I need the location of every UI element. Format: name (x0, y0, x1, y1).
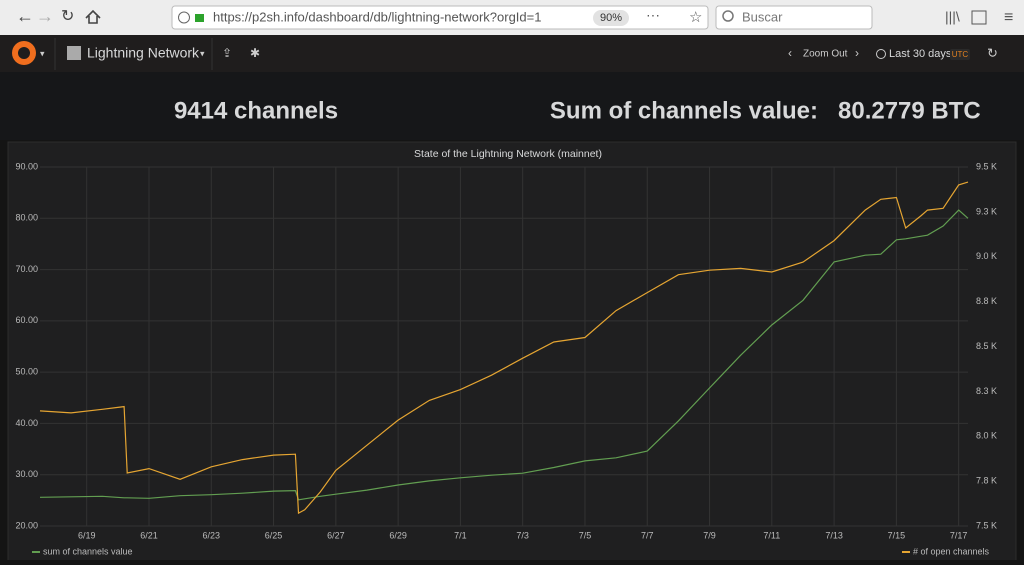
zoom-forward[interactable]: › (855, 46, 859, 60)
y2-tick-label: 8.0 K (976, 431, 997, 441)
plot: 20.00 30.00 40.00 50.00 60.00 70.00 80.00 90.00… (15, 161, 997, 556)
bookmark-star[interactable]: ☆ (689, 9, 702, 26)
x-tick-label: 7/3 (516, 530, 529, 540)
x-tick-label: 7/9 (703, 530, 716, 540)
zoom-level: 90% (600, 12, 622, 24)
y2-tick-label: 8.5 K (976, 341, 997, 351)
dashboard-title[interactable]: Lightning Network (87, 45, 200, 61)
tz-badge (950, 49, 970, 60)
title-caret: ▾ (200, 48, 205, 58)
dashboard-icon (67, 46, 81, 60)
page-actions[interactable]: ··· (646, 7, 660, 23)
zoom-badge[interactable] (593, 10, 629, 26)
y-tick-label: 90.00 (15, 161, 38, 171)
series-line (39, 209, 969, 501)
back-button[interactable]: ← (16, 6, 34, 26)
y-tick-label: 40.00 (15, 418, 38, 428)
sidebar-button[interactable] (971, 10, 987, 25)
url-bar[interactable] (171, 5, 709, 30)
x-tick-label: 7/15 (888, 530, 906, 540)
y-tick-label: 60.00 (15, 315, 38, 325)
library-button[interactable]: |||\ (945, 9, 960, 25)
x-tick-label: 6/21 (140, 530, 158, 540)
x-tick-label: 6/25 (265, 530, 283, 540)
info-icon[interactable] (178, 11, 190, 24)
home-button[interactable] (85, 9, 101, 24)
x-tick-label: 6/27 (327, 530, 345, 540)
x-tick-label: 6/23 (203, 530, 221, 540)
zoom-back[interactable]: ‹ (788, 46, 792, 60)
refresh-button[interactable]: ↻ (987, 45, 998, 60)
menu-button[interactable]: ≡ (1004, 9, 1013, 26)
x-tick-label: 7/13 (825, 530, 843, 540)
y2-tick-label: 8.8 K (976, 296, 997, 306)
share-button[interactable]: ⇪ (222, 46, 232, 60)
url-text: https://p2sh.info/dashboard/db/lightning… (213, 9, 541, 24)
reload-button[interactable]: ↻ (61, 8, 74, 25)
lock-icon (195, 14, 204, 22)
chart-title: State of the Lightning Network (mainnet) (414, 148, 602, 160)
y2-tick-label: 7.5 K (976, 520, 997, 530)
y-tick-label: 80.00 (15, 213, 38, 223)
settings-button[interactable]: ✱ (250, 46, 260, 60)
search-placeholder: Buscar (742, 9, 783, 24)
time-range[interactable]: Last 30 days (889, 48, 952, 60)
x-tick-label: 6/29 (389, 530, 407, 540)
grafana-logo-inner (18, 47, 30, 59)
x-tick-label: 7/17 (950, 530, 968, 540)
y-tick-label: 50.00 (15, 367, 38, 377)
sum-label: Sum of channels value: (550, 97, 818, 124)
x-tick-label: 6/19 (78, 530, 96, 540)
y2-tick-label: 9.0 K (976, 251, 997, 261)
y-tick-label: 70.00 (15, 264, 38, 274)
y2-tick-label: 9.3 K (976, 206, 997, 216)
search-bar[interactable] (715, 5, 873, 30)
y-tick-label: 30.00 (15, 469, 38, 479)
x-tick-label: 7/7 (641, 530, 654, 540)
chart-panel (7, 141, 1017, 563)
y2-tick-label: 8.3 K (976, 386, 997, 396)
y-tick-label: 20.00 (15, 520, 38, 530)
clock-icon (876, 49, 886, 59)
timezone: UTC (952, 50, 969, 59)
search-icon (722, 10, 734, 22)
y2-tick-label: 9.5 K (976, 161, 997, 171)
x-tick-label: 7/1 (454, 530, 467, 540)
legend-label: sum of channels value (43, 546, 133, 556)
zoom-out[interactable]: Zoom Out (803, 49, 848, 60)
legend-label: # of open channels (913, 546, 990, 556)
navbar (0, 35, 1024, 72)
logo-caret: ▾ (40, 48, 45, 58)
x-tick-label: 7/11 (763, 530, 780, 540)
stats-row (0, 72, 1024, 140)
sum-value: 80.2779 BTC (838, 97, 981, 124)
y2-tick-label: 7.8 K (976, 476, 997, 486)
x-tick-label: 7/5 (579, 530, 592, 540)
channels-stat: 9414 channels (174, 97, 338, 124)
forward-button[interactable]: → (36, 6, 54, 26)
series-line (39, 181, 969, 515)
